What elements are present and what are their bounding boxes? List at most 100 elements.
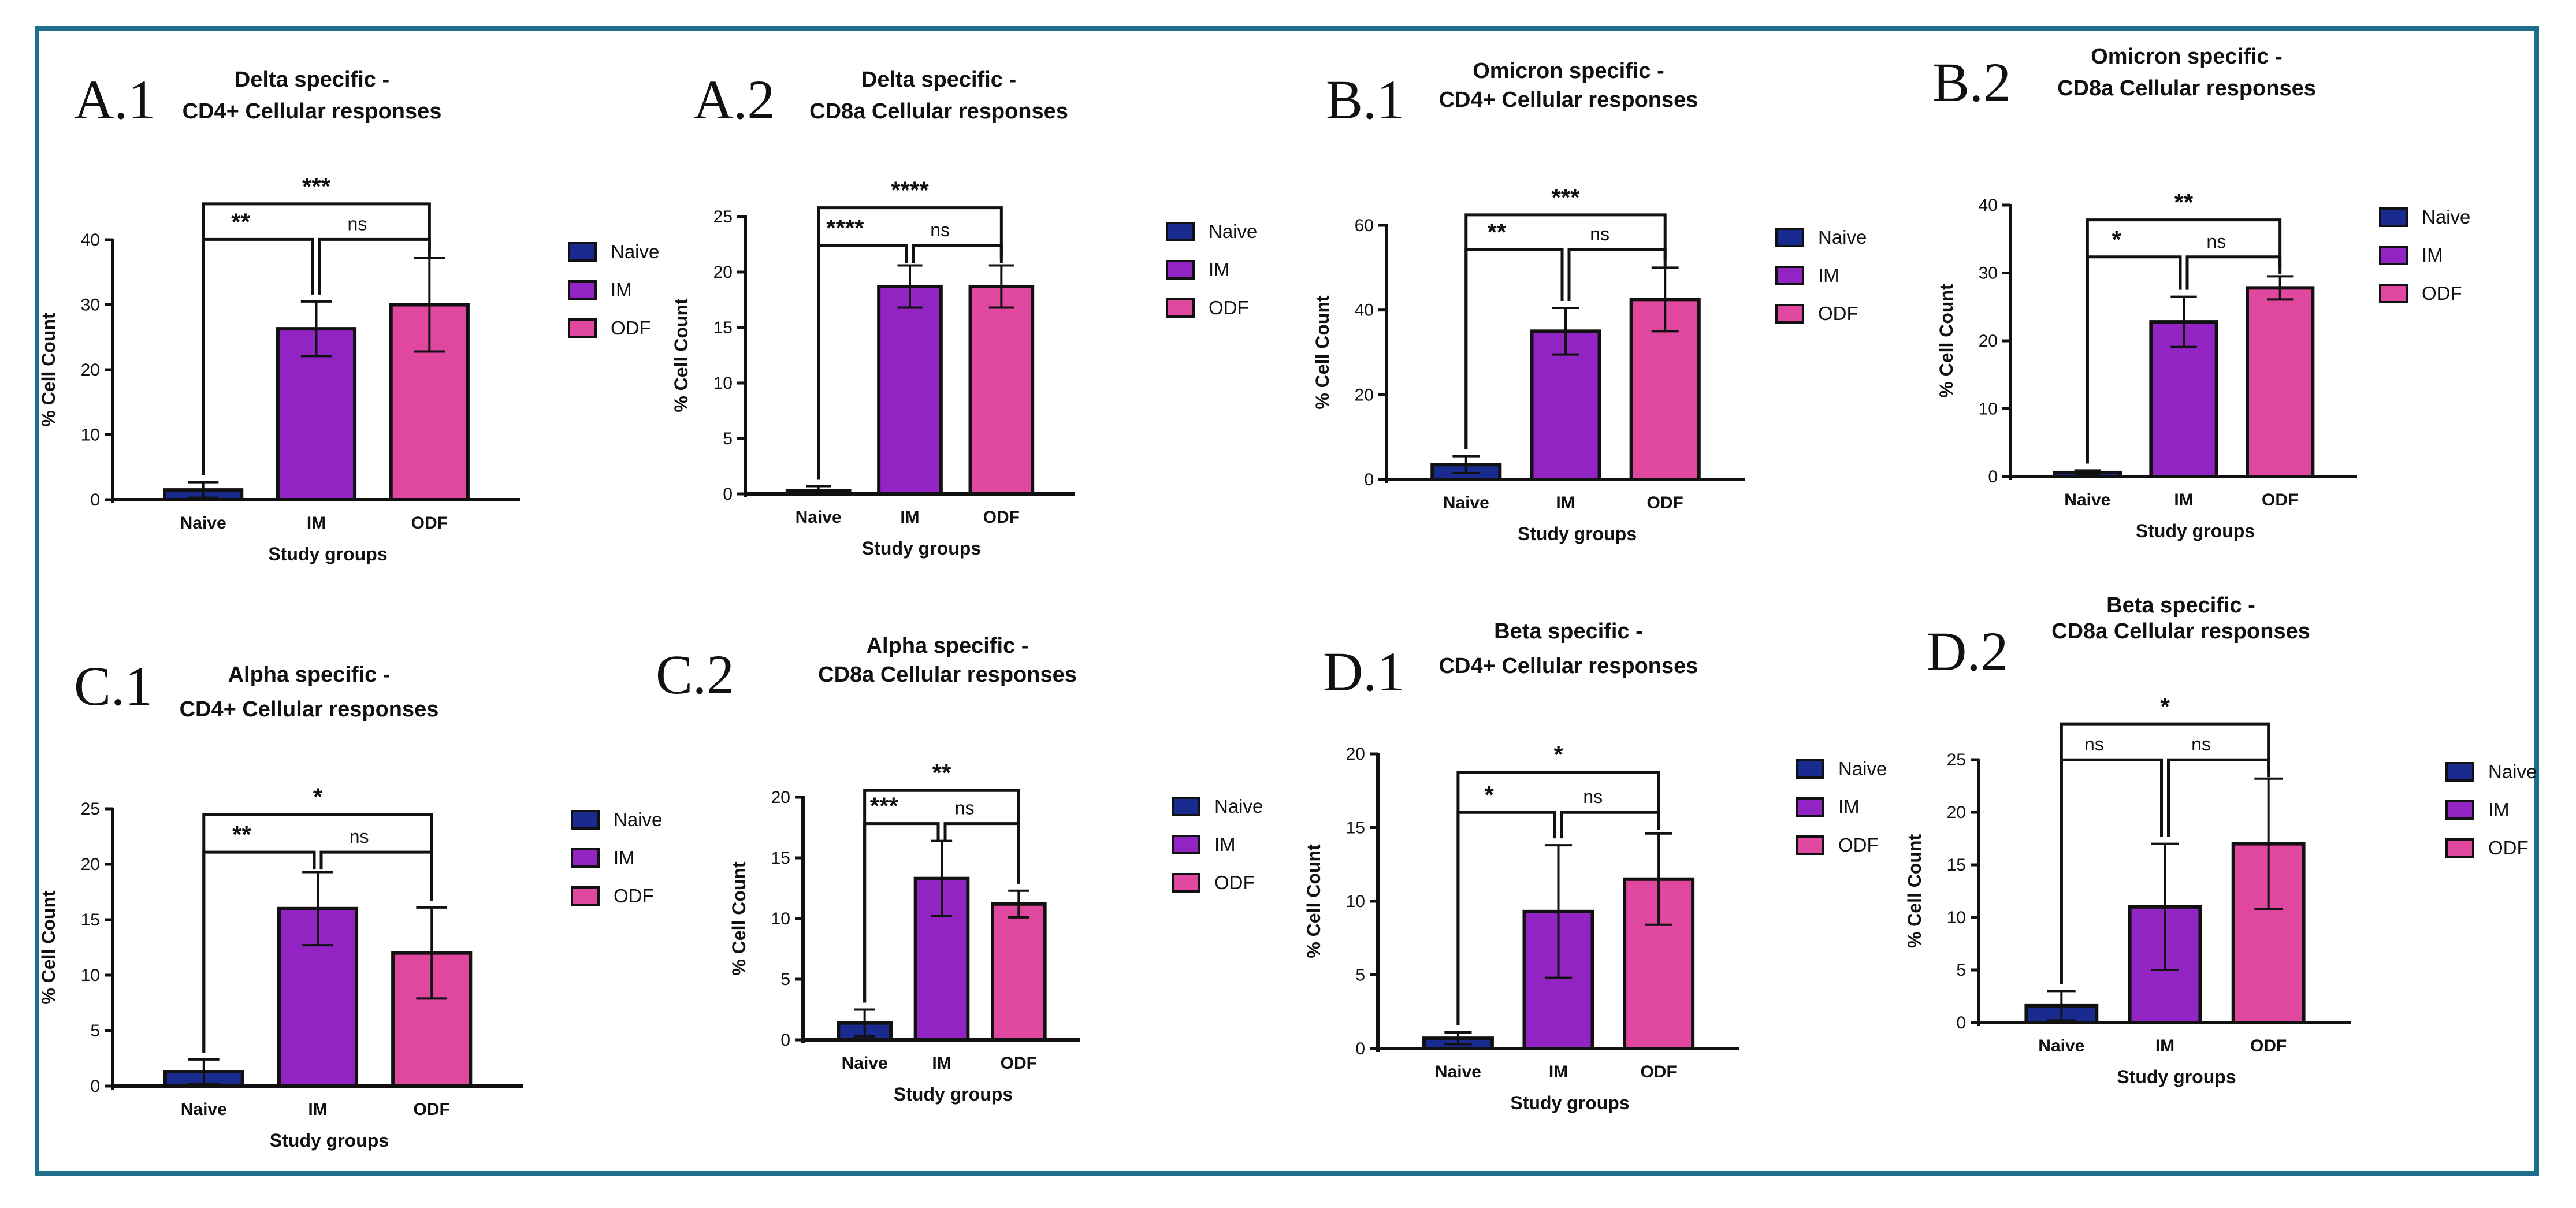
chart-title-line: CD8a Cellular responses (2057, 76, 2316, 101)
y-tick-label: 5 (1355, 966, 1365, 985)
legend-label: ODF (1838, 834, 1879, 856)
x-tick-label: ODF (983, 508, 1020, 527)
significance-label: *** (1551, 184, 1580, 211)
y-tick-label: 0 (723, 485, 733, 504)
significance-label: ** (932, 759, 951, 786)
y-axis-label: % Cell Count (671, 298, 692, 412)
legend-label: IM (1209, 259, 1230, 280)
x-axis-label: Study groups (270, 1130, 389, 1151)
chart-A2: A.2 Delta specific - CD8a Cellular respons… (671, 68, 1257, 559)
significance-bracket (2086, 218, 2282, 464)
y-tick-label: 30 (1979, 264, 1998, 283)
y-tick-label: 20 (771, 788, 790, 807)
legend-swatch-im (1172, 835, 1200, 854)
y-tick-label: 20 (713, 263, 733, 282)
legend-swatch-naive (1172, 797, 1200, 816)
legend-swatch-odf (2379, 284, 2408, 303)
x-tick-label: IM (932, 1054, 951, 1073)
x-tick-label: Naive (796, 508, 842, 527)
chart-title-line: CD4+ Cellular responses (1439, 88, 1698, 112)
bar-odf (991, 902, 1047, 1042)
panel-label: A.2 (693, 69, 775, 131)
x-tick-label: IM (900, 508, 919, 527)
significance-bracket (863, 789, 1020, 1003)
legend-swatch-odf (1172, 873, 1200, 893)
chart-C1: C.1 Alpha specific - CD4+ Cellular respons… (38, 655, 662, 1151)
x-tick-label: IM (2174, 490, 2193, 510)
chart-title-line: Beta specific - (1494, 619, 1643, 644)
x-tick-label: Naive (2064, 490, 2110, 510)
x-tick-label: ODF (1647, 493, 1683, 512)
chart-title-line: Beta specific - (2106, 593, 2255, 618)
x-tick-label: Naive (2038, 1036, 2084, 1055)
significance-label: ns (2206, 231, 2226, 252)
significance-bracket (1456, 771, 1660, 1025)
x-axis-label: Study groups (1518, 523, 1637, 544)
legend-label: IM (614, 847, 635, 868)
y-tick-label: 10 (1947, 908, 1966, 927)
legend-label: IM (2422, 244, 2443, 266)
x-axis-label: Study groups (2136, 521, 2255, 541)
chart-title-line: Omicron specific - (2091, 44, 2283, 69)
legend-label: IM (1818, 265, 1839, 286)
chart-C2: C.2 Alpha specific - CD8a Cellular respons… (656, 634, 1263, 1105)
legend-swatch-naive (1166, 222, 1195, 241)
significance-bracket (2167, 758, 2270, 837)
y-tick-label: 15 (771, 849, 790, 868)
significance-label: * (1485, 781, 1495, 808)
chart-D1: D.1 Beta specific - CD4+ Cellular response… (1303, 619, 1887, 1113)
y-axis-label: % Cell Count (1312, 295, 1333, 410)
significance-label: ns (1583, 786, 1603, 807)
significance-label: * (1553, 741, 1563, 768)
chart-title-line: CD4+ Cellular responses (180, 697, 439, 722)
chart-title-line: CD8a Cellular responses (818, 663, 1077, 687)
significance-bracket (318, 237, 431, 295)
legend-label: Naive (614, 809, 662, 830)
x-tick-label: IM (307, 514, 326, 533)
x-tick-label: ODF (1640, 1062, 1677, 1081)
bar-odf (389, 303, 470, 501)
legend-swatch-naive (1796, 759, 1824, 779)
x-tick-label: ODF (2250, 1036, 2287, 1055)
y-tick-label: 40 (1355, 301, 1374, 320)
bar-odf (968, 284, 1035, 496)
y-tick-label: 0 (90, 1077, 100, 1096)
y-axis-label: % Cell Count (38, 313, 59, 427)
significance-label: ** (231, 208, 250, 235)
chart-title-line: Alpha specific - (228, 663, 391, 687)
bar-odf (2246, 286, 2315, 478)
legend-swatch-im (1775, 266, 1804, 285)
y-tick-label: 0 (1364, 470, 1374, 489)
y-axis-label: % Cell Count (38, 890, 59, 1005)
legend-label: IM (2488, 799, 2510, 820)
y-tick-label: 25 (713, 207, 733, 226)
y-tick-label: 10 (1346, 892, 1365, 911)
legend-swatch-naive (568, 242, 597, 262)
x-axis-label: Study groups (894, 1084, 1013, 1105)
significance-bracket (2185, 255, 2282, 290)
x-tick-label: Naive (842, 1054, 888, 1073)
x-axis-label: Study groups (862, 538, 981, 559)
legend-swatch-im (571, 848, 600, 868)
y-tick-label: 10 (81, 426, 100, 445)
x-tick-label: Naive (1443, 493, 1489, 512)
y-tick-label: 20 (81, 855, 100, 874)
y-tick-label: 10 (1979, 400, 1998, 419)
bar-odf (1623, 877, 1695, 1050)
significance-bracket (912, 244, 1003, 263)
x-axis-label: Study groups (268, 544, 387, 564)
bar-im (1530, 329, 1601, 481)
legend-label: IM (611, 279, 632, 300)
y-tick-label: 5 (1956, 961, 1966, 980)
y-axis-label: % Cell Count (1904, 834, 1925, 948)
x-tick-label: IM (2155, 1036, 2174, 1055)
y-tick-label: 0 (780, 1031, 790, 1050)
legend-label: Naive (2422, 206, 2470, 228)
legend-label: ODF (2488, 837, 2529, 858)
legend-label: Naive (1838, 758, 1887, 779)
chart-D2: D.2 Beta specific -CD8a Cellular response… (1904, 593, 2537, 1087)
significance-label: ns (2084, 734, 2104, 754)
y-tick-label: 25 (81, 800, 100, 819)
significance-bracket (1464, 213, 1667, 449)
y-tick-label: 15 (1346, 819, 1365, 838)
